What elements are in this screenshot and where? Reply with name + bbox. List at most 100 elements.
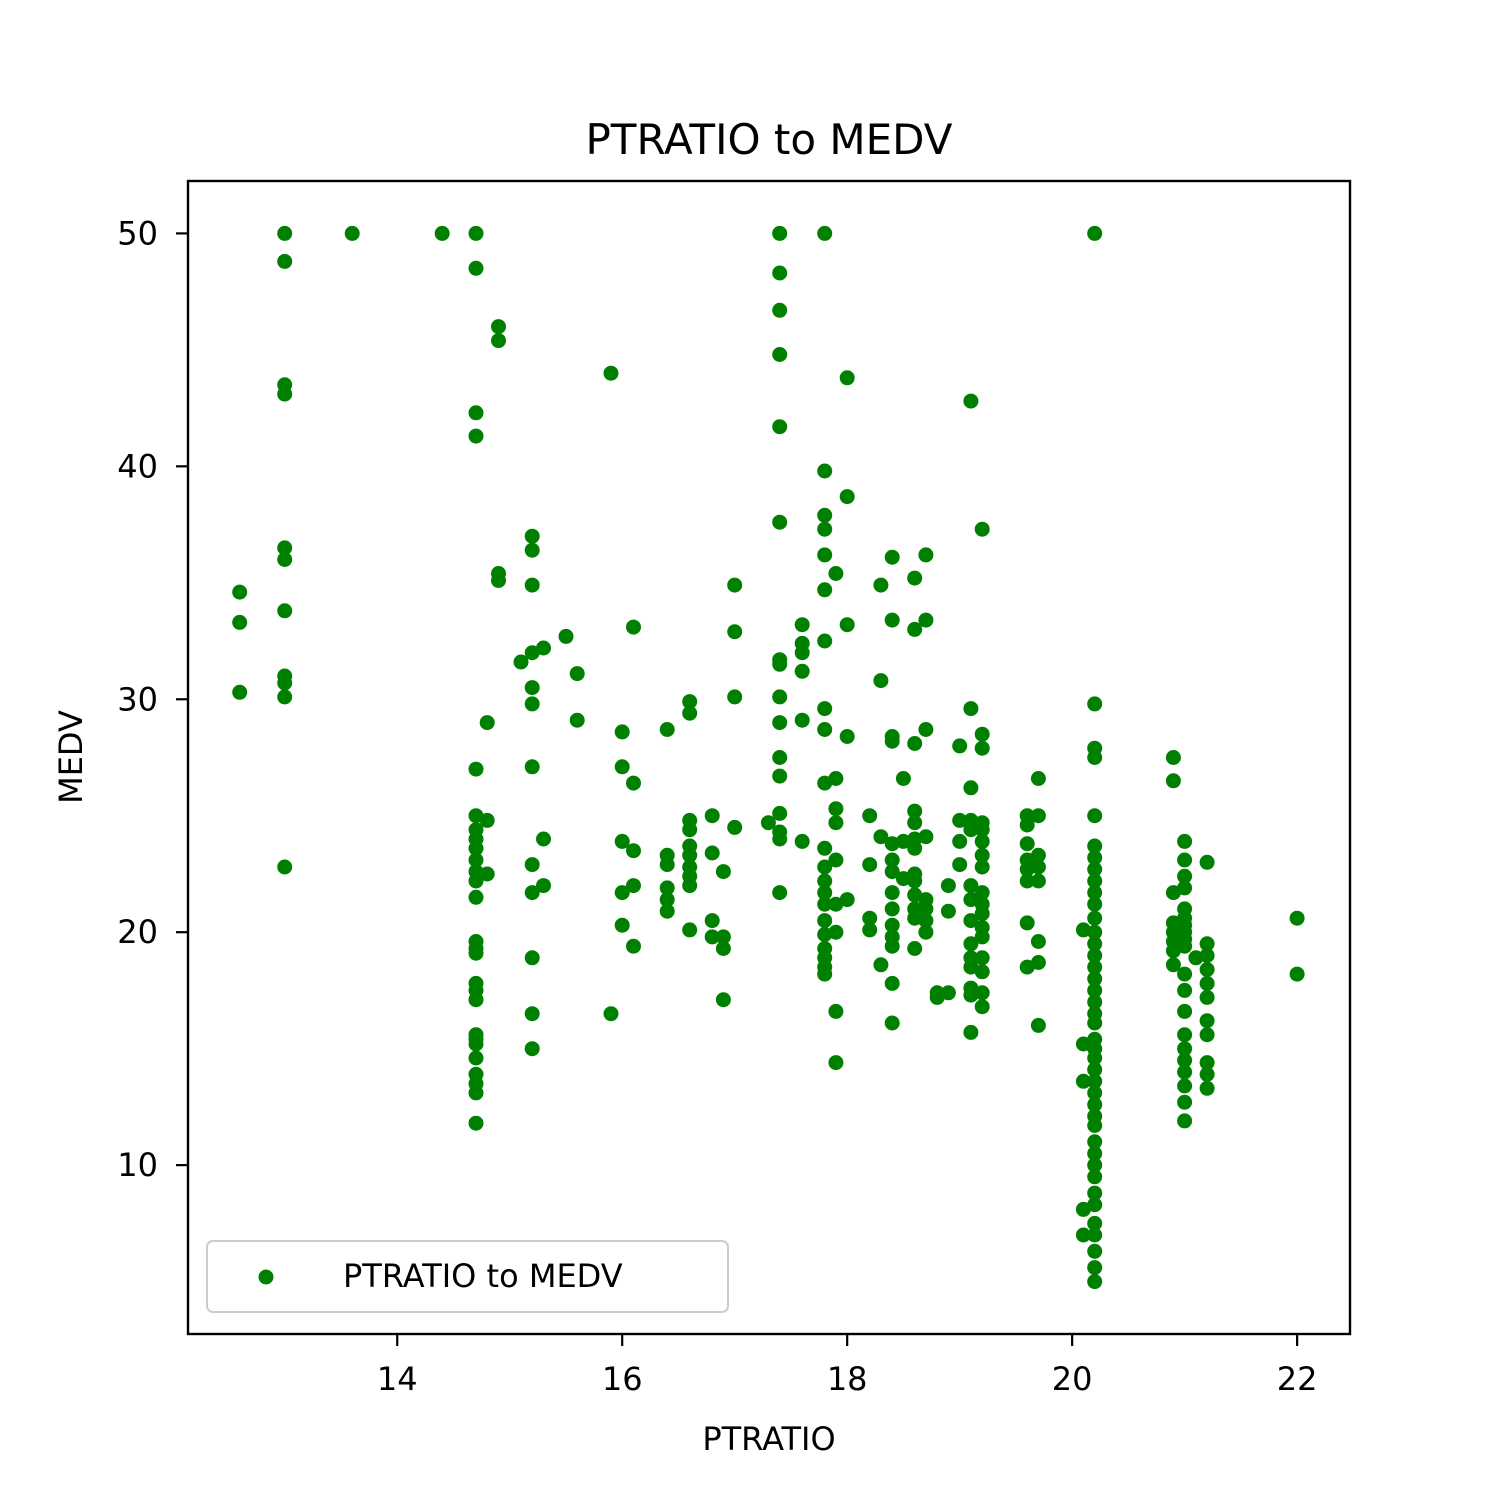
data-point <box>1177 1041 1193 1057</box>
data-point <box>558 628 574 644</box>
data-point <box>963 822 979 838</box>
data-point <box>277 689 293 705</box>
data-point <box>1177 1064 1193 1080</box>
data-point <box>817 722 833 737</box>
data-point <box>626 843 641 859</box>
data-point <box>1177 938 1193 954</box>
data-point <box>1177 868 1193 884</box>
data-point <box>862 922 878 938</box>
chart-title: PTRATIO to MEDV <box>585 115 952 164</box>
data-point <box>468 889 484 905</box>
y-tick-label: 40 <box>117 447 158 485</box>
data-point <box>468 761 484 777</box>
data-point <box>839 892 855 908</box>
data-point <box>1030 873 1046 889</box>
data-point <box>817 896 833 912</box>
data-point <box>974 521 990 537</box>
data-point <box>536 878 551 894</box>
data-point <box>884 885 900 901</box>
data-point <box>1019 861 1035 877</box>
data-point <box>940 903 956 919</box>
data-point <box>1030 771 1046 786</box>
data-point <box>862 808 878 824</box>
data-point <box>907 840 923 856</box>
data-point <box>614 885 630 901</box>
data-point <box>468 405 484 421</box>
data-point <box>952 857 968 873</box>
data-point <box>1030 1017 1046 1033</box>
data-point <box>772 885 788 901</box>
data-point <box>1087 1185 1103 1201</box>
data-point <box>1087 861 1103 877</box>
data-point <box>491 333 506 349</box>
data-point <box>918 913 934 929</box>
data-point <box>817 966 833 982</box>
data-point <box>772 805 788 821</box>
data-point <box>1087 838 1103 854</box>
data-point <box>772 689 788 705</box>
data-point <box>1177 1113 1193 1129</box>
data-point <box>873 673 889 689</box>
data-point <box>907 910 923 926</box>
data-point <box>659 892 675 908</box>
x-tick-label: 20 <box>1052 1360 1093 1398</box>
data-point <box>1030 847 1046 863</box>
data-point <box>682 822 698 838</box>
data-point <box>963 780 979 796</box>
data-point <box>772 265 788 281</box>
data-point <box>614 917 630 933</box>
data-point <box>817 859 833 875</box>
data-point <box>1199 854 1215 870</box>
data-point <box>468 992 484 1008</box>
data-point <box>974 929 990 945</box>
data-point <box>862 857 878 873</box>
data-point <box>468 840 484 856</box>
data-point <box>491 573 506 588</box>
data-point <box>974 847 990 863</box>
data-point <box>1087 696 1103 712</box>
data-point <box>772 715 788 731</box>
x-axis-label: PTRATIO <box>702 1420 835 1458</box>
data-point <box>794 833 810 849</box>
x-tick-label: 22 <box>1277 1360 1318 1398</box>
data-point <box>536 831 551 847</box>
data-point <box>524 759 540 775</box>
data-point <box>907 570 923 586</box>
data-point <box>1087 959 1103 975</box>
data-point <box>839 489 855 505</box>
legend-marker <box>258 1269 274 1285</box>
data-point <box>479 866 495 882</box>
data-point <box>468 260 484 276</box>
plot-frame <box>186 179 1352 1336</box>
data-point <box>884 975 900 991</box>
data-point <box>963 878 979 894</box>
data-point <box>626 619 641 635</box>
data-point <box>659 722 675 737</box>
ticks-layer: 14 16 18 20 22 10 20 30 40 50 <box>117 214 1317 1398</box>
data-point <box>918 722 934 737</box>
data-point <box>524 680 540 696</box>
data-point <box>1087 971 1103 987</box>
data-point <box>704 808 720 824</box>
legend: PTRATIO to MEDV <box>206 1240 729 1313</box>
data-point <box>277 675 293 691</box>
data-point <box>895 833 911 849</box>
data-point <box>1177 1052 1193 1068</box>
data-point <box>491 319 506 335</box>
data-point <box>873 829 889 845</box>
data-point <box>1019 817 1035 833</box>
data-point <box>614 833 630 849</box>
data-point <box>1087 994 1103 1010</box>
data-point <box>1087 1146 1103 1161</box>
data-point <box>839 370 855 386</box>
data-point <box>1087 896 1103 912</box>
data-point <box>963 393 979 409</box>
data-point <box>1177 1003 1193 1019</box>
data-point <box>918 924 934 940</box>
data-point <box>974 906 990 922</box>
data-point <box>974 822 990 838</box>
data-point <box>1087 1097 1103 1113</box>
data-point <box>963 892 979 908</box>
data-point <box>524 577 540 593</box>
